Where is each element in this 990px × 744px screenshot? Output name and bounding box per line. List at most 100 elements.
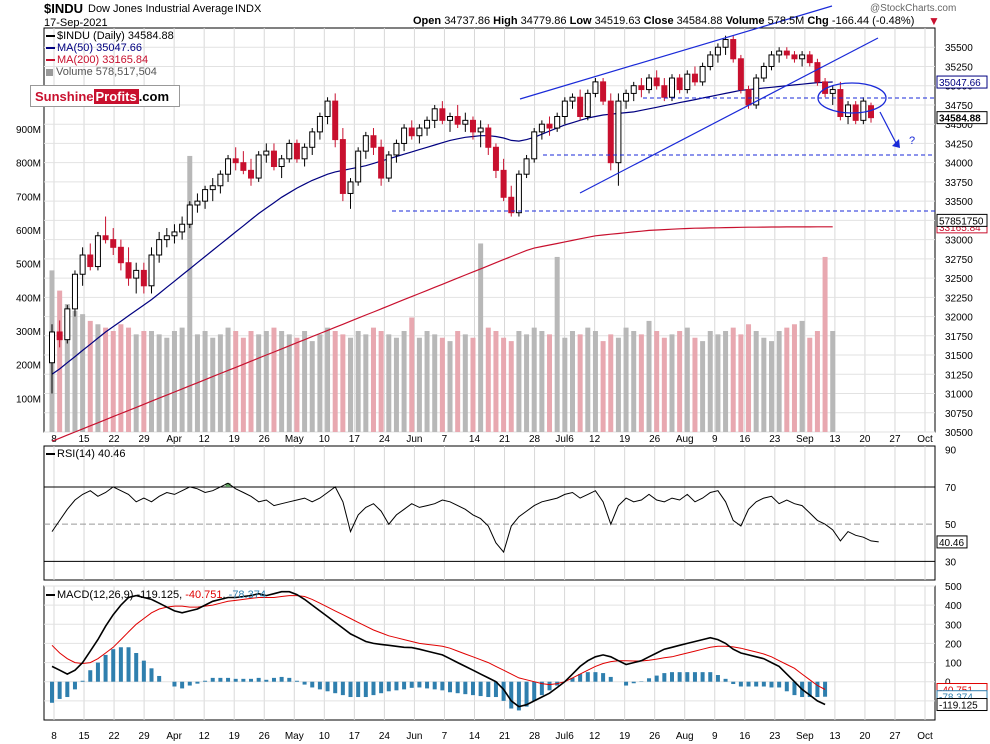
macd-histogram-bar (149, 668, 154, 682)
price-badge-label: 34584.88 (939, 114, 981, 125)
candle-body (355, 150, 362, 183)
macd-histogram-bar (249, 678, 254, 682)
candle-body (309, 131, 316, 148)
low-label: Low (569, 15, 592, 27)
x-tick-label-bottom: 16 (739, 731, 751, 742)
volume-bar (654, 331, 660, 432)
x-tick-label: 7 (442, 434, 448, 445)
price-tick-label: 33000 (945, 236, 973, 247)
candle-body (492, 146, 499, 171)
x-tick-label: 28 (529, 434, 541, 445)
close-label: Close (643, 15, 674, 27)
macd-badge-label: -119.125 (939, 701, 978, 712)
candle-body (186, 204, 193, 225)
x-tick-label: 19 (229, 434, 241, 445)
macd-histogram-bar (210, 677, 215, 682)
volume-bar (814, 331, 820, 432)
volume-bar (547, 334, 553, 432)
question-mark: ? (909, 135, 915, 147)
candle-body (378, 146, 385, 179)
candle-body (554, 115, 561, 129)
x-tick-label: 15 (78, 434, 90, 445)
volume-tick-label: 400M (16, 293, 41, 304)
macd-tick-label: 400 (945, 601, 962, 612)
price-tick-label: 33750 (945, 178, 973, 189)
volume-bar (501, 337, 507, 432)
macd-histogram-bar (363, 681, 368, 698)
macd-histogram-bar (417, 681, 422, 688)
candle-body (286, 142, 293, 160)
macd-tick-label: 100 (945, 659, 962, 670)
candle-body (316, 115, 323, 133)
macd-histogram-bar (815, 681, 820, 698)
x-tick-label-bottom: Jul6 (555, 731, 574, 742)
macd-histogram-bar (601, 673, 606, 682)
candle-body (248, 169, 255, 179)
volume-bar (830, 331, 836, 432)
candle-body (225, 158, 232, 175)
candle-body (278, 158, 285, 168)
volume-tick-label: 300M (16, 327, 41, 338)
volume-bar (723, 331, 729, 432)
price-tick-label: 32000 (945, 313, 973, 324)
macd-histogram-bar (279, 676, 284, 682)
macd-histogram-bar (103, 654, 108, 682)
low-value: 34519.63 (594, 15, 641, 27)
macd-histogram-bar (440, 681, 445, 691)
candle-body (324, 100, 331, 117)
volume-bar (455, 331, 461, 432)
volume-bar (156, 334, 162, 432)
x-tick-label-bottom: 20 (859, 731, 871, 742)
macd-tick-label: 300 (945, 620, 962, 631)
macd-histogram-bar (769, 681, 774, 688)
macd-histogram-bar (700, 672, 705, 682)
macd-histogram-bar (539, 681, 544, 696)
macd-histogram-bar (241, 678, 246, 682)
volume-bar (631, 331, 637, 432)
candle-body (561, 100, 568, 117)
volume-bar (57, 290, 63, 432)
chg-value: -166.44 (-0.48%) (831, 15, 915, 27)
x-tick-label-bottom: Aug (676, 731, 694, 742)
macd-histogram-bar (516, 681, 521, 711)
panel-frame-2 (43, 445, 936, 581)
rsi-tick-label: 30 (945, 557, 957, 568)
x-tick-label: 29 (139, 434, 151, 445)
volume-bar (738, 334, 744, 432)
rsi-badge-label: 40.46 (939, 538, 964, 549)
price-tick-label: 31500 (945, 351, 973, 362)
macd-histogram-bar (501, 681, 506, 701)
ohlc-bar: Open 34737.86 High 34779.86 Low 34519.63… (413, 15, 914, 27)
x-tick-label: 12 (589, 434, 601, 445)
volume-bar (325, 327, 331, 432)
volume-bar (171, 331, 177, 432)
candle-body (370, 135, 377, 148)
volume-bar (746, 324, 752, 432)
macd-histogram-bar (141, 660, 146, 682)
volume-bar (577, 334, 583, 432)
macd-histogram-bar (256, 677, 261, 682)
x-tick-label: 21 (499, 434, 511, 445)
price-tick-label: 32250 (945, 293, 973, 304)
volume-bar (432, 334, 438, 432)
macd-histogram-bar (95, 662, 100, 682)
x-tick-label: 10 (319, 434, 331, 445)
x-tick-label-bottom: 22 (109, 731, 121, 742)
candle-body (102, 235, 109, 241)
candle-body (615, 100, 622, 164)
chg-label: Chg (807, 15, 829, 27)
volume-bar (761, 337, 767, 432)
candle-body (577, 96, 584, 117)
sunshine-profits-logo: Sunshine Profits .com (30, 85, 180, 107)
x-tick-label: Jul6 (555, 434, 574, 445)
volume-bar (95, 324, 101, 432)
price-badge-label: 33165.84 (939, 223, 981, 234)
macd-histogram-bar (333, 681, 338, 694)
macd-histogram-bar (379, 681, 384, 694)
price-tick-label: 33500 (945, 197, 973, 208)
candle-body (362, 135, 369, 152)
candle-body (837, 89, 844, 117)
candle-body (646, 77, 653, 91)
x-tick-label: 9 (712, 434, 718, 445)
candle-body (301, 146, 308, 160)
